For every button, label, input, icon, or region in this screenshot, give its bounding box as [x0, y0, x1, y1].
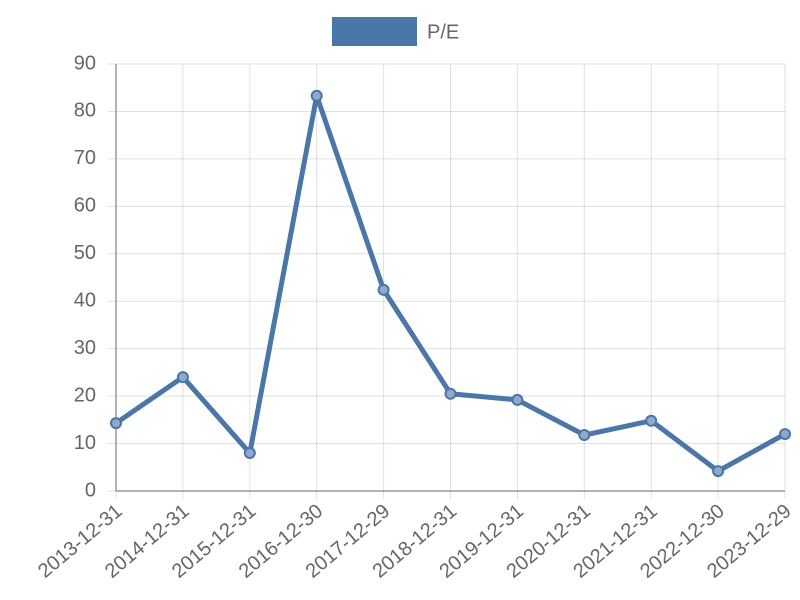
point: [377, 283, 390, 296]
point: [779, 428, 791, 441]
legend-label: P/E: [427, 21, 459, 43]
y-tick-label: 50: [74, 242, 96, 264]
point: [578, 429, 591, 442]
y-tick-label: 60: [74, 195, 96, 217]
y-tick-label: 20: [74, 384, 96, 406]
y-tick-label: 10: [74, 432, 96, 454]
point: [645, 414, 658, 427]
y-tick-label: 0: [85, 479, 96, 501]
y-tick-label: 80: [74, 100, 96, 122]
y-tick-label: 40: [74, 290, 96, 312]
legend-swatch: [332, 17, 417, 46]
point: [511, 393, 524, 406]
point: [110, 417, 122, 430]
point: [243, 447, 256, 460]
point: [310, 89, 323, 102]
point: [712, 465, 725, 478]
y-tick-label: 70: [74, 147, 96, 169]
y-tick-label: 30: [74, 337, 96, 359]
point: [176, 371, 189, 384]
y-tick-label: 90: [74, 52, 96, 74]
point: [444, 387, 457, 400]
